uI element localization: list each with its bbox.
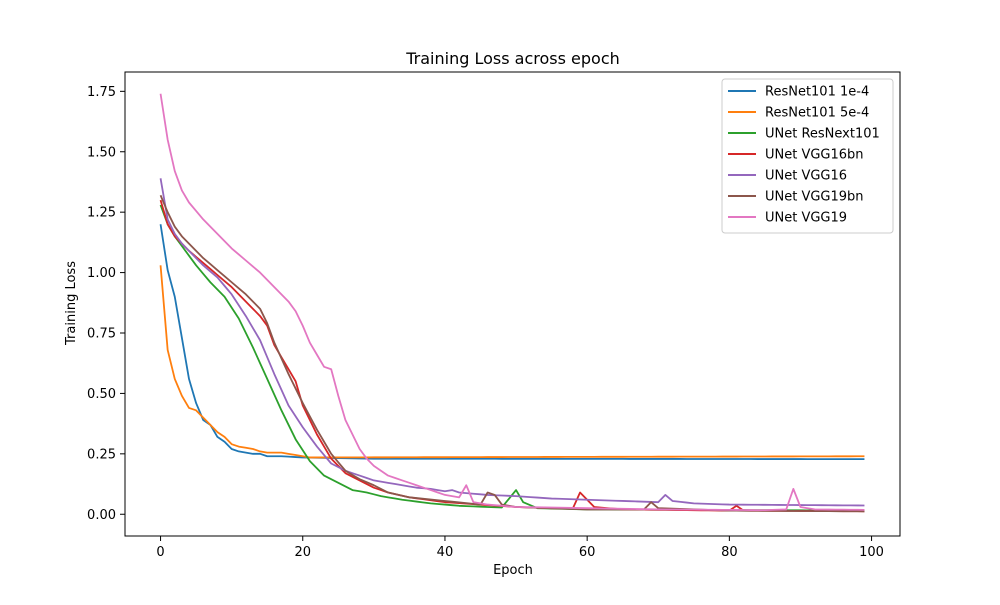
y-tick-label: 0.25: [87, 447, 116, 462]
x-tick-label: 80: [721, 545, 738, 560]
chart-title: Training Loss across epoch: [405, 49, 620, 68]
x-tick-label: 20: [294, 545, 311, 560]
plot-area: 0 20 40 60 80 100 0.00 0.25 0.50 0.75 1.00 1.25 1.50…: [87, 71, 901, 560]
axes-frame: [124, 71, 901, 537]
legend-label: UNet ResNext101: [765, 127, 880, 142]
x-axis-label: Epoch: [493, 563, 533, 578]
y-tick-label: 0.75: [87, 327, 116, 342]
legend-label: UNet VGG16: [765, 169, 847, 184]
y-tick-label: 1.25: [87, 206, 116, 221]
legend-label: ResNet101 1e-4: [765, 85, 869, 100]
legend-label: UNet VGG16bn: [765, 148, 864, 163]
legend: ResNet101 1e-4 ResNet101 5e-4 UNet ResNext…: [721, 78, 894, 234]
x-tick-label: 60: [579, 545, 596, 560]
legend-label: UNet VGG19bn: [765, 190, 864, 205]
y-tick-label: 1.75: [87, 85, 116, 100]
series-line-2: [159, 265, 865, 459]
legend-box: [721, 78, 894, 234]
legend-label: ResNet101 5e-4: [765, 106, 869, 121]
y-tick-label: 0.50: [87, 387, 116, 402]
y-tick-label: 0.00: [87, 508, 116, 523]
y-tick-label: 1.00: [87, 266, 116, 281]
series-line-1: [159, 224, 865, 461]
y-tick-label: 1.50: [87, 145, 116, 160]
y-axis-label: Training Loss: [64, 261, 79, 346]
x-tick-label: 100: [859, 545, 884, 560]
x-tick-label: 0: [156, 545, 164, 560]
series-line-7: [159, 93, 865, 512]
legend-label: UNet VGG19: [765, 211, 847, 226]
x-tick-label: 40: [437, 545, 454, 560]
series-line-5: [159, 178, 865, 507]
